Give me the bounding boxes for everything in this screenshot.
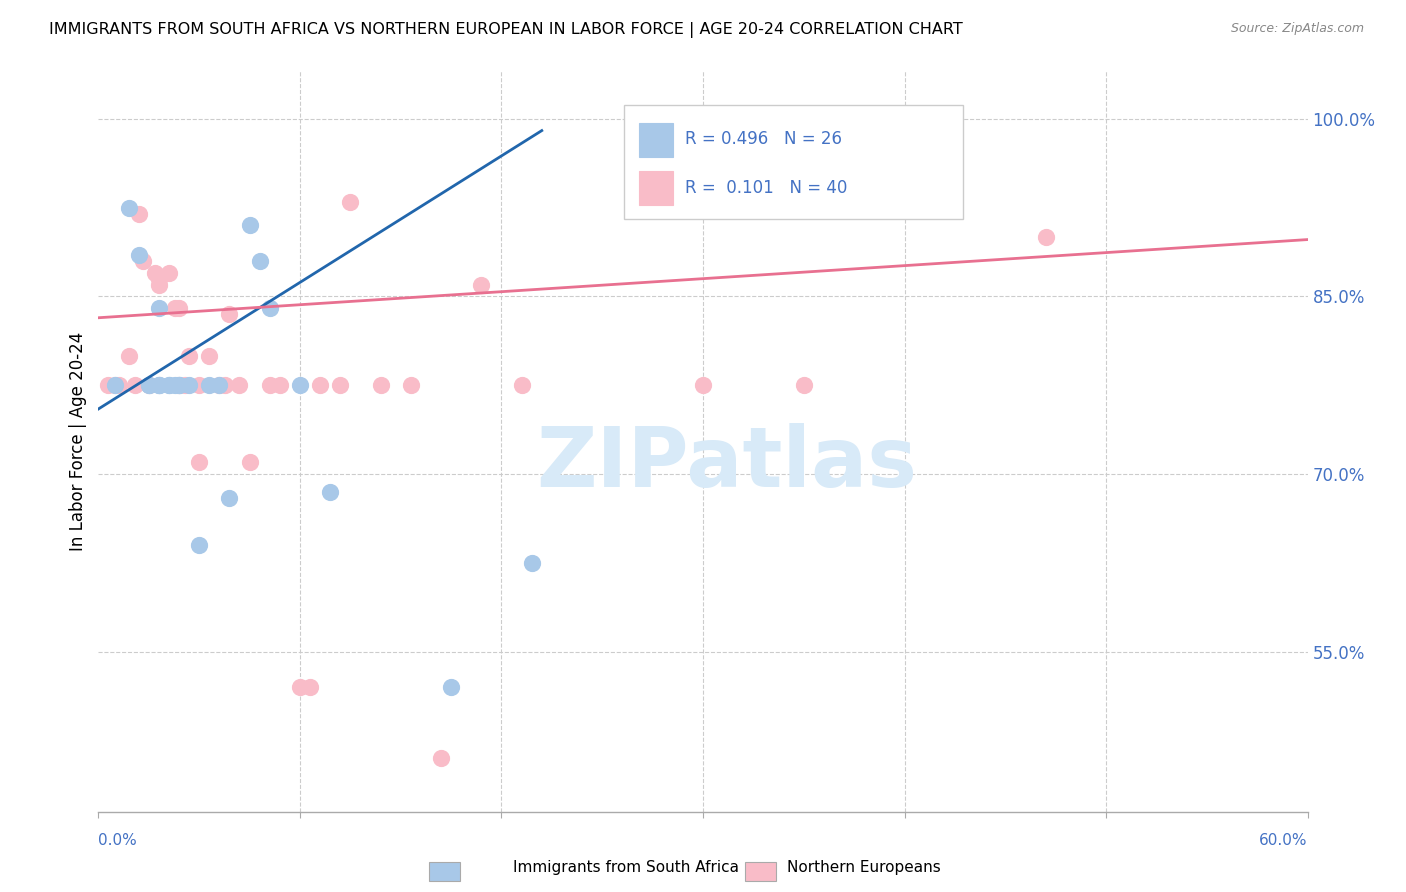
Point [188,455,211,469]
Text: R = 0.496   N = 26: R = 0.496 N = 26 [685,130,842,148]
Point [148,301,170,316]
Point [440,681,463,695]
Point [470,277,492,292]
Point [249,253,271,268]
Point [167,301,190,316]
Point [148,277,170,292]
Point [138,378,160,392]
Point [157,378,180,392]
Point [309,378,332,392]
Point [259,301,281,316]
Point [103,378,125,392]
Bar [638,123,673,156]
Bar [638,171,673,204]
Point [510,378,533,392]
Point [128,248,150,262]
Point [188,378,211,392]
Point [1035,230,1057,244]
Point [188,538,211,552]
Point [167,378,190,392]
Point [157,378,180,392]
Point [269,378,291,392]
Point [329,378,352,392]
Point [520,556,543,570]
Point [259,378,281,392]
FancyBboxPatch shape [624,104,963,219]
Point [179,378,201,392]
Point [370,378,392,392]
Point [214,378,236,392]
Point [163,301,186,316]
Point [118,349,141,363]
Text: Northern Europeans: Northern Europeans [787,860,941,874]
Text: 0.0%: 0.0% [98,833,138,848]
Point [174,378,197,392]
Text: Immigrants from South Africa: Immigrants from South Africa [513,860,740,874]
Point [430,751,453,765]
Point [793,378,815,392]
Text: 60.0%: 60.0% [1260,833,1308,848]
Point [148,271,170,285]
Text: IMMIGRANTS FROM SOUTH AFRICA VS NORTHERN EUROPEAN IN LABOR FORCE | AGE 20-24 COR: IMMIGRANTS FROM SOUTH AFRICA VS NORTHERN… [49,22,963,38]
Point [103,378,125,392]
Point [138,378,160,392]
Point [167,378,190,392]
Point [148,378,170,392]
Point [239,455,262,469]
Point [218,491,240,505]
Point [198,349,221,363]
Point [208,378,231,392]
Point [239,219,262,233]
Point [228,378,250,392]
Point [319,484,342,499]
Point [157,266,180,280]
Point [339,194,361,209]
Point [167,378,190,392]
Point [692,378,714,392]
Point [163,378,186,392]
Point [179,349,201,363]
Point [218,307,240,321]
Text: R =  0.101   N = 40: R = 0.101 N = 40 [685,178,848,196]
Point [107,378,129,392]
Point [97,378,120,392]
Point [399,378,422,392]
Text: Source: ZipAtlas.com: Source: ZipAtlas.com [1230,22,1364,36]
Point [124,378,146,392]
Point [288,681,311,695]
Point [148,378,170,392]
Point [118,201,141,215]
Point [198,378,221,392]
Y-axis label: In Labor Force | Age 20-24: In Labor Force | Age 20-24 [69,332,87,551]
Point [132,253,155,268]
Point [288,378,311,392]
Point [148,378,170,392]
Point [143,266,166,280]
Point [128,206,150,220]
Point [138,378,160,392]
Point [208,378,231,392]
Text: ZIPatlas: ZIPatlas [537,423,918,504]
Point [299,681,322,695]
